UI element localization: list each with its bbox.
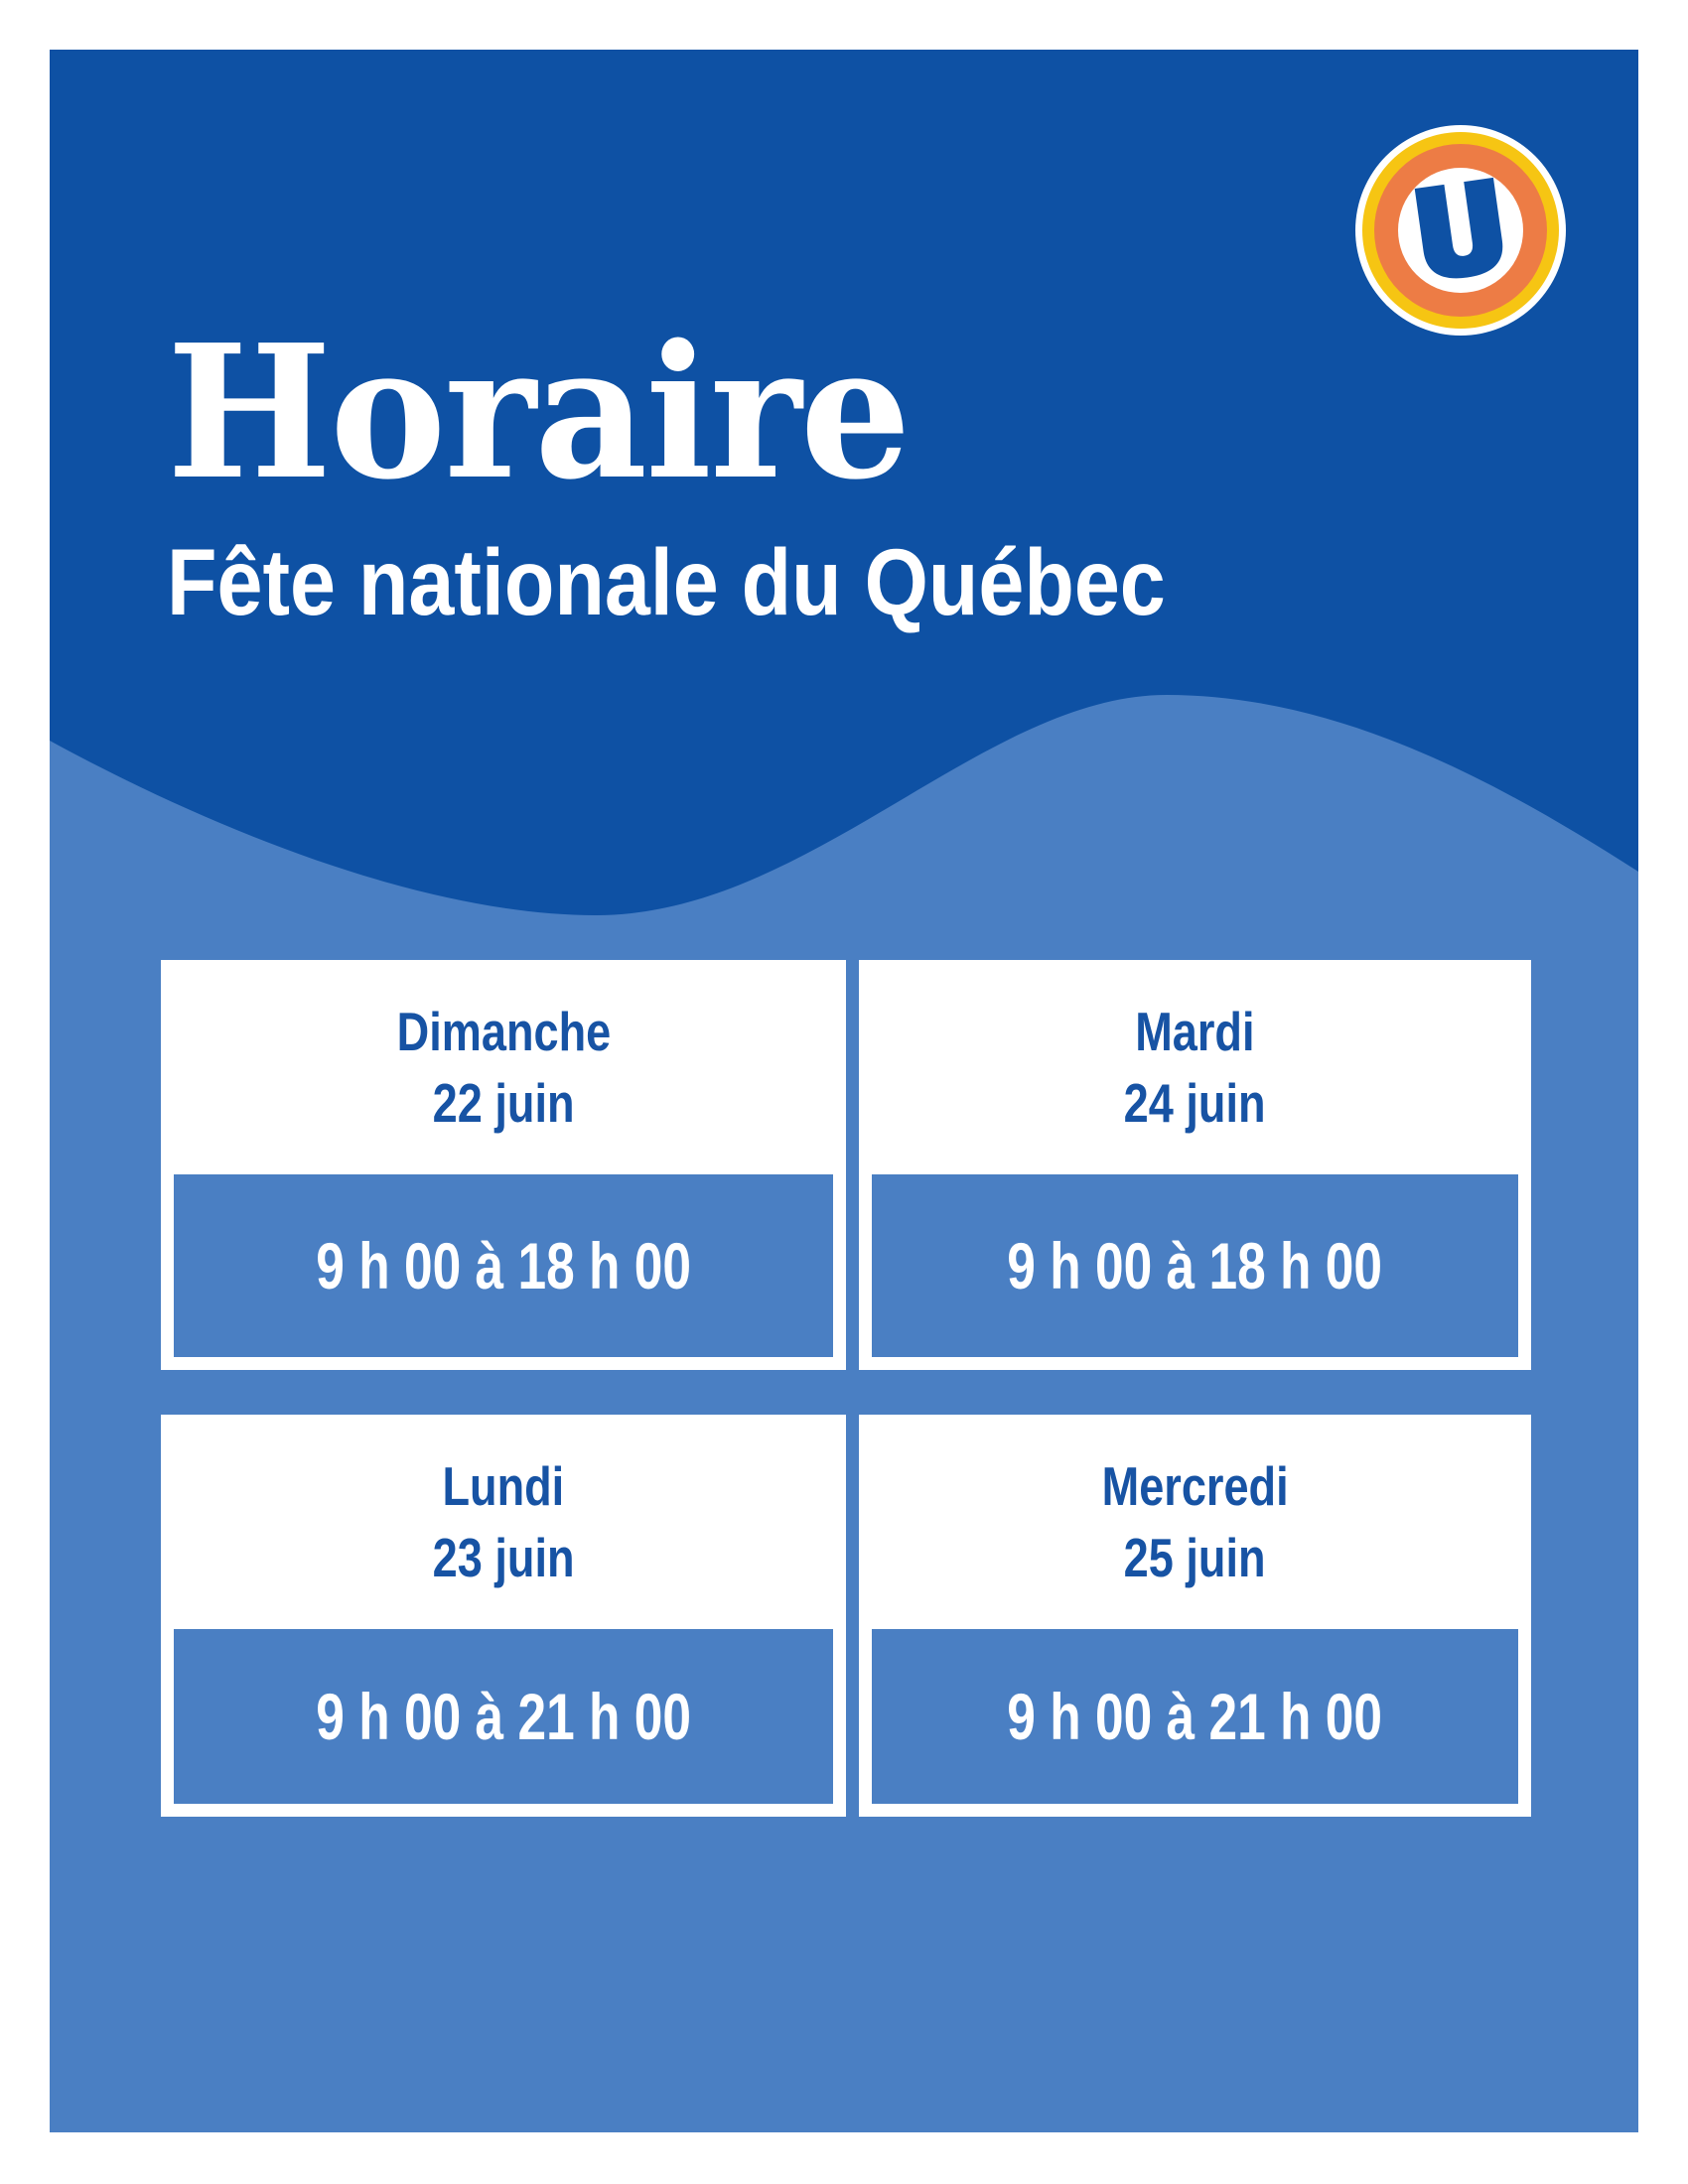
card-hours-label: 9 h 00 à 21 h 00 [316, 1680, 691, 1753]
schedule-card-dimanche: Dimanche 22 juin 9 h 00 à 18 h 00 [161, 960, 846, 1370]
schedule-poster: Horaire Fête nationale du Québec Dimanch… [50, 50, 1638, 2132]
card-day-label: Lundi [442, 1455, 565, 1517]
card-hours-label: 9 h 00 à 21 h 00 [1007, 1680, 1383, 1753]
schedule-card-lundi: Lundi 23 juin 9 h 00 à 21 h 00 [161, 1415, 846, 1817]
card-day-area: Mercredi 25 juin [859, 1415, 1531, 1629]
card-hours-label: 9 h 00 à 18 h 00 [316, 1229, 691, 1302]
card-date-label: 22 juin [432, 1072, 575, 1134]
card-date-label: 24 juin [1124, 1072, 1266, 1134]
card-hours-badge: 9 h 00 à 21 h 00 [872, 1629, 1518, 1804]
card-day-area: Dimanche 22 juin [161, 960, 846, 1174]
brand-logo-u [1355, 125, 1566, 336]
card-day-area: Mardi 24 juin [859, 960, 1531, 1174]
card-date-label: 25 juin [1124, 1527, 1266, 1588]
card-hours-badge: 9 h 00 à 21 h 00 [174, 1629, 833, 1804]
card-day-label: Dimanche [396, 1001, 611, 1062]
card-hours-badge: 9 h 00 à 18 h 00 [872, 1174, 1518, 1357]
card-day-label: Mardi [1135, 1001, 1255, 1062]
card-date-label: 23 juin [432, 1527, 575, 1588]
card-day-label: Mercredi [1101, 1455, 1289, 1517]
page-subtitle: Fête nationale du Québec [167, 530, 1166, 635]
schedule-card-mardi: Mardi 24 juin 9 h 00 à 18 h 00 [859, 960, 1531, 1370]
card-day-area: Lundi 23 juin [161, 1415, 846, 1629]
card-hours-badge: 9 h 00 à 18 h 00 [174, 1174, 833, 1357]
header-wave-shape [50, 50, 1638, 915]
logo-letter-u [1414, 177, 1503, 279]
schedule-card-mercredi: Mercredi 25 juin 9 h 00 à 21 h 00 [859, 1415, 1531, 1817]
card-hours-label: 9 h 00 à 18 h 00 [1007, 1229, 1383, 1302]
page-title: Horaire [167, 304, 912, 520]
